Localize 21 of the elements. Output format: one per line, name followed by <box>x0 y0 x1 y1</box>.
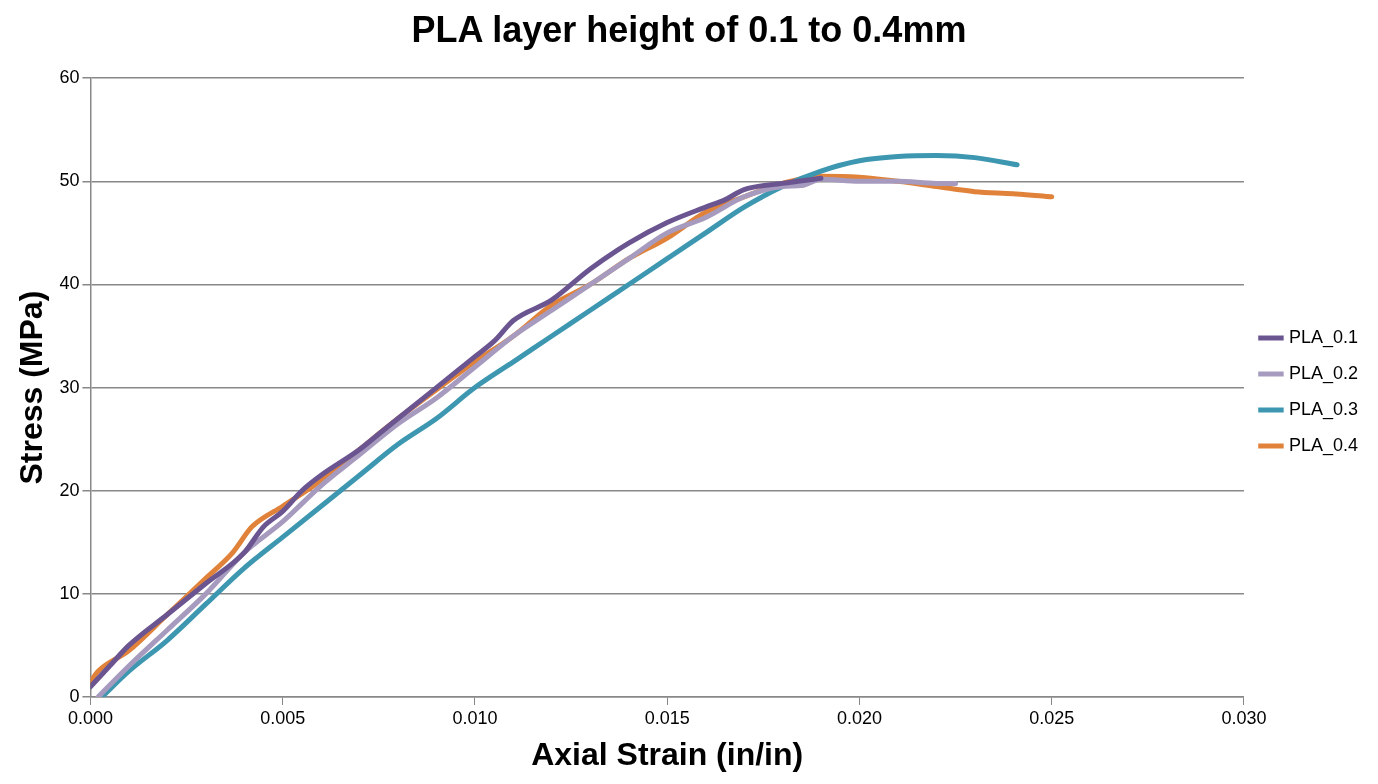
y-tick-label: 40 <box>59 273 80 294</box>
y-tick-label: 60 <box>59 67 80 88</box>
legend-label: PLA_0.4 <box>1288 434 1359 456</box>
y-tick-label: 20 <box>59 479 80 500</box>
x-tick-label: 0.010 <box>452 707 498 728</box>
legend-label: PLA_0.2 <box>1288 362 1359 384</box>
x-tick-label: 0.015 <box>644 707 690 728</box>
chart-title: PLA layer height of 0.1 to 0.4mm <box>411 8 967 50</box>
legend-label: PLA_0.1 <box>1288 326 1359 348</box>
y-axis-title: Stress (MPa) <box>13 290 50 485</box>
y-tick-label: 30 <box>59 376 80 397</box>
x-axis-title: Axial Strain (in/in) <box>531 735 804 772</box>
y-tick-label: 50 <box>59 170 80 191</box>
y-tick-label: 10 <box>59 582 80 603</box>
legend-label: PLA_0.3 <box>1288 398 1359 420</box>
y-tick-label: 0 <box>69 685 80 706</box>
x-tick-label: 0.000 <box>67 707 113 728</box>
x-tick-label: 0.020 <box>836 707 882 728</box>
x-tick-label: 0.030 <box>1221 707 1267 728</box>
x-tick-label: 0.005 <box>260 707 306 728</box>
x-tick-label: 0.025 <box>1029 707 1075 728</box>
